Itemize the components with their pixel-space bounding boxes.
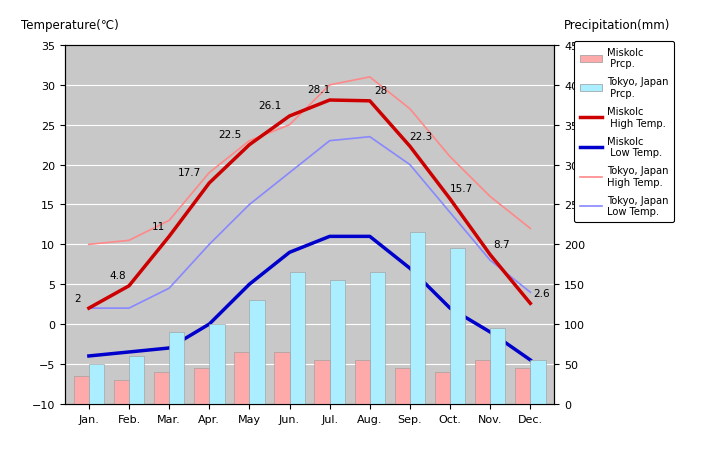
- Bar: [194, 368, 210, 404]
- Text: Precipitation(mm): Precipitation(mm): [564, 19, 670, 32]
- Bar: [450, 249, 465, 404]
- Bar: [289, 273, 305, 404]
- Bar: [410, 233, 426, 404]
- Text: 8.7: 8.7: [493, 240, 510, 250]
- Bar: [129, 356, 144, 404]
- Bar: [475, 360, 490, 404]
- Bar: [274, 352, 289, 404]
- Bar: [531, 360, 546, 404]
- Text: 22.3: 22.3: [410, 131, 433, 141]
- Bar: [315, 360, 330, 404]
- Bar: [114, 380, 129, 404]
- Text: 22.5: 22.5: [218, 130, 242, 140]
- Bar: [154, 372, 169, 404]
- Bar: [169, 332, 184, 404]
- Bar: [249, 301, 265, 404]
- Bar: [234, 352, 249, 404]
- Bar: [435, 372, 450, 404]
- Text: 15.7: 15.7: [449, 184, 473, 194]
- Bar: [370, 273, 385, 404]
- Text: 28: 28: [374, 86, 387, 96]
- Text: 26.1: 26.1: [258, 101, 282, 111]
- Text: 2.6: 2.6: [533, 288, 550, 298]
- Legend: Miskolc
 Prcp., Tokyo, Japan
 Prcp., Miskolc
 High Temp., Miskolc
 Low Temp., To: Miskolc Prcp., Tokyo, Japan Prcp., Misko…: [574, 42, 675, 223]
- Bar: [89, 364, 104, 404]
- Text: 17.7: 17.7: [179, 168, 202, 178]
- Text: 28.1: 28.1: [307, 85, 330, 95]
- Bar: [354, 360, 370, 404]
- Bar: [73, 376, 89, 404]
- Bar: [490, 328, 505, 404]
- Text: 11: 11: [151, 221, 165, 231]
- Text: 2: 2: [74, 293, 81, 303]
- Bar: [395, 368, 410, 404]
- Text: 4.8: 4.8: [109, 271, 126, 280]
- Bar: [210, 325, 225, 404]
- Text: Temperature(℃): Temperature(℃): [21, 19, 119, 32]
- Bar: [515, 368, 531, 404]
- Bar: [330, 280, 345, 404]
